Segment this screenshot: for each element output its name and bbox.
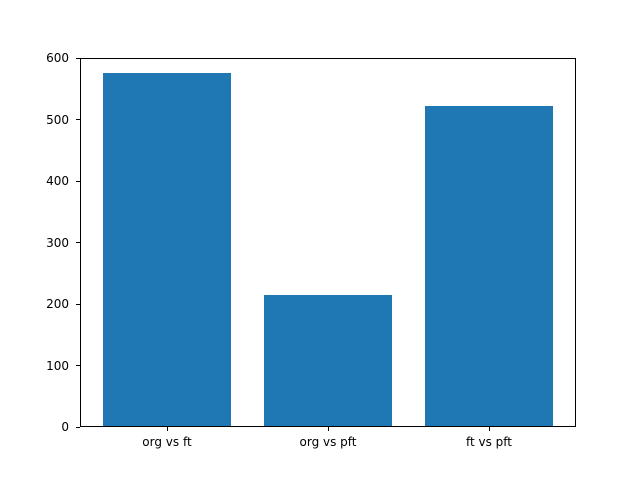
y-tick-mark <box>76 303 80 305</box>
y-tick-mark <box>76 426 80 428</box>
y-tick-mark <box>76 365 80 366</box>
y-tick-label: 500 <box>46 112 69 127</box>
bar-org-vs-ft <box>102 73 232 427</box>
x-tick-label: org vs ft <box>142 435 192 449</box>
y-tick-label: 400 <box>46 174 69 188</box>
y-tick-mark <box>76 119 80 120</box>
y-tick-mark <box>76 180 80 182</box>
y-tick-label: 200 <box>46 297 69 311</box>
x-tick-label: org vs pft <box>299 435 357 449</box>
bar-ft-vs-pft <box>424 106 554 427</box>
x-tick-mark <box>167 427 168 431</box>
bar-org-vs-pft <box>263 294 393 427</box>
x-tick-label: ft vs pft <box>465 435 513 449</box>
y-tick-label: 300 <box>46 235 69 250</box>
x-tick-mark <box>489 427 490 431</box>
y-tick-mark <box>76 57 80 59</box>
y-tick-label: 0 <box>61 420 69 434</box>
plot-area <box>80 58 576 427</box>
y-tick-label: 600 <box>46 51 69 65</box>
y-tick-mark <box>76 242 80 243</box>
y-tick-label: 100 <box>46 358 69 373</box>
x-tick-mark <box>328 427 329 431</box>
